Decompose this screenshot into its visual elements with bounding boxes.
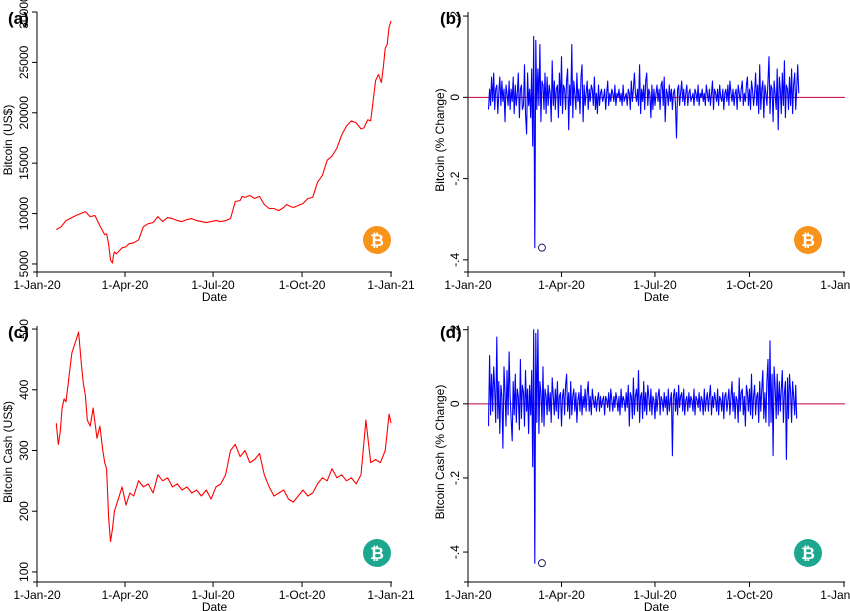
y-tick-label: 0	[448, 400, 462, 407]
x-tick-label: 1-Jan-21	[367, 588, 415, 602]
panel-c: 1-Jan-20 1-Apr-20 1-Jul-20 1-Oct-20 1-Jan-21…	[1, 319, 415, 611]
panel-b: 1-Jan-20 1-Apr-20 1-Jul-20 1-Oct-20 1-Jan-21…	[433, 9, 850, 304]
x-tick-label: 1-Oct-20	[726, 278, 773, 292]
y-tick-label: 300	[17, 440, 31, 460]
y-tick-label: -.2	[448, 471, 462, 485]
x-tick-label: 1-Apr-20	[538, 278, 585, 292]
bitcoin-cash-icon: ₿	[794, 539, 822, 567]
y-tick-label: -.4	[448, 545, 462, 559]
panel-label: (b)	[440, 9, 462, 28]
x-tick-label: 1-Oct-20	[279, 278, 326, 292]
x-tick-label: 1-Jan-20	[13, 588, 61, 602]
y-tick-label: 100	[17, 562, 31, 582]
y-axis-title: Bitcoin (% Change)	[433, 88, 447, 191]
bitcoin-cash-icon: ₿	[363, 539, 391, 567]
y-tick-label: 10000	[17, 197, 31, 231]
y-tick-label: -.2	[448, 171, 462, 185]
x-tick-label: 1-Jan-21	[367, 278, 415, 292]
x-tick-label: 1-Jul-20	[191, 588, 235, 602]
panel-label: (d)	[440, 323, 462, 342]
y-tick-label: 5000	[17, 250, 31, 277]
x-tick-label: 1-Jan-20	[444, 588, 492, 602]
outlier-marker	[537, 559, 546, 568]
y-tick-label: 200	[17, 501, 31, 521]
x-tick-label: 1-Jul-20	[191, 278, 235, 292]
panel-a: 1-Jan-20 1-Apr-20 1-Jul-20 1-Oct-20 1-Jan-21…	[1, 0, 415, 304]
panel-d: 1-Jan-20 1-Apr-20 1-Jul-20 1-Oct-20 1-Jan-21…	[433, 323, 850, 611]
y-tick-label: 30000	[17, 0, 31, 29]
y-tick-label: -.4	[448, 253, 462, 267]
y-tick-label: 15000	[17, 146, 31, 180]
x-axis-title: Date	[202, 600, 228, 611]
logo-disc	[363, 226, 391, 254]
x-tick-label: 1-Jan-20	[444, 278, 492, 292]
y-tick-label: 400	[17, 379, 31, 399]
y-tick-label: .2	[448, 324, 462, 334]
y-tick-label: 20000	[17, 96, 31, 130]
x-tick-label: 1-Jan-20	[13, 278, 61, 292]
series-line	[487, 329, 798, 564]
y-tick-label: 500	[17, 319, 31, 339]
y-tick-label: 25000	[17, 45, 31, 79]
panel-label: (c)	[8, 323, 29, 342]
x-tick-label: 1-Oct-20	[726, 588, 773, 602]
series-line	[56, 20, 392, 264]
x-tick-label: 1-Jul-20	[633, 588, 677, 602]
x-tick-label: 1-Jan-21	[820, 588, 850, 602]
logo-glyph: ₿	[370, 231, 384, 251]
logo-glyph: ₿	[370, 544, 384, 564]
x-tick-label: 1-Apr-20	[102, 588, 149, 602]
x-axis-title: Date	[644, 290, 670, 304]
logo-disc	[794, 226, 822, 254]
x-tick-label: 1-Apr-20	[102, 278, 149, 292]
y-axis-title: Bitcoin (US$)	[1, 105, 15, 176]
x-tick-label: 1-Jan-21	[820, 278, 850, 292]
x-axis-title: Date	[644, 600, 670, 611]
y-axis-title: Bitcoin Cash (US$)	[1, 401, 15, 503]
logo-disc	[363, 539, 391, 567]
bitcoin-icon: ₿	[794, 226, 822, 254]
x-tick-label: 1-Jul-20	[633, 278, 677, 292]
logo-disc	[794, 539, 822, 567]
panel-label: (a)	[8, 9, 29, 28]
series-line	[487, 35, 800, 249]
series-line	[55, 331, 392, 543]
x-tick-label: 1-Apr-20	[538, 588, 585, 602]
logo-glyph: ₿	[801, 544, 815, 564]
logo-glyph: ₿	[801, 231, 815, 251]
bitcoin-icon: ₿	[363, 226, 391, 254]
y-tick-label: 0	[448, 94, 462, 101]
y-tick-label: .2	[448, 11, 462, 21]
x-axis-title: Date	[202, 290, 228, 304]
y-axis-title: Bitcoin Cash (% Change)	[433, 385, 447, 520]
outlier-marker	[537, 243, 546, 252]
x-tick-label: 1-Oct-20	[279, 588, 326, 602]
